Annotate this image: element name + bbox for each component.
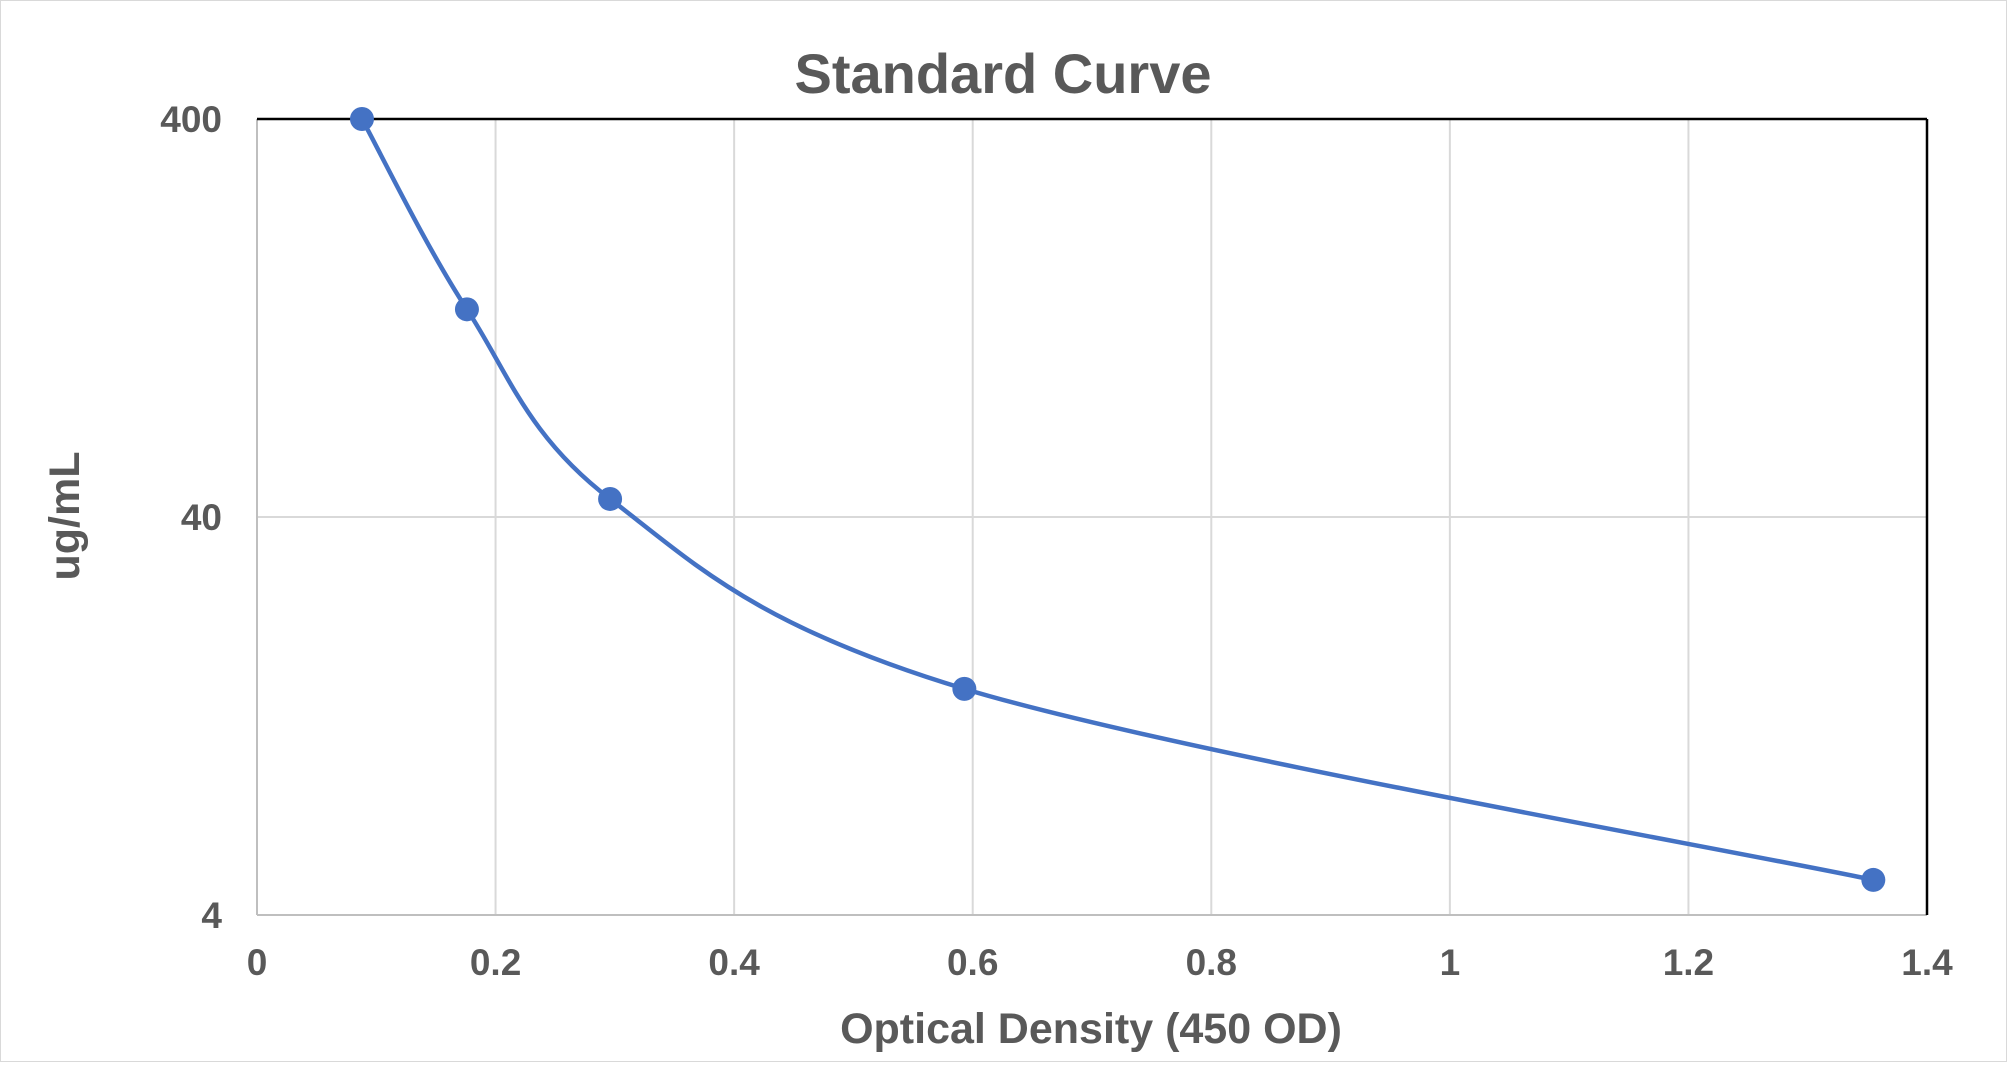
x-tick-label: 0.6 [947,942,998,983]
y-tick-label: 400 [160,99,222,140]
y-axis-label: ug/mL [41,452,89,581]
x-axis-label: Optical Density (450 OD) [840,1005,1342,1053]
grid-layer [257,119,1927,915]
x-tick-label: 1.2 [1663,942,1714,983]
y-tick-label: 40 [181,497,222,538]
x-tick-label: 0.4 [708,942,760,983]
x-tick-label: 0.2 [470,942,521,983]
data-point [349,107,374,131]
chart-title: Standard Curve [795,42,1212,105]
y-tick-label: 4 [201,895,222,936]
data-point [1861,867,1886,892]
data-point [598,486,623,511]
x-tick-label: 1.4 [1901,942,1953,983]
x-tick-label: 1 [1440,942,1461,983]
data-point [952,676,977,701]
x-tick-label: 0.8 [1186,942,1237,983]
series-line [360,117,1874,883]
data-point [454,297,479,322]
axis-layer: 0 0.2 0.4 0.6 0.8 1 1.2 1.4 4 40 400 [160,99,1953,983]
x-tick-label: 0 [247,942,268,983]
series-layer [349,107,1886,892]
